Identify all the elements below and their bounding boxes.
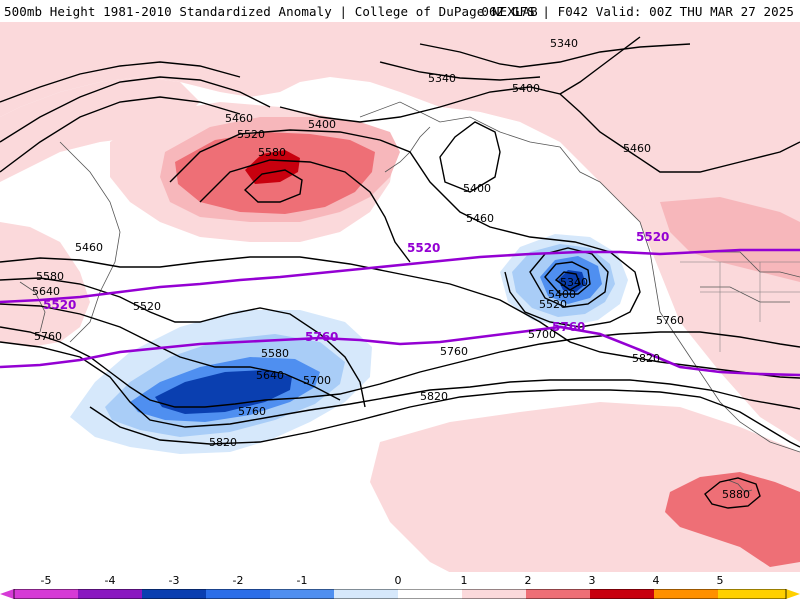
- positive-anomaly-north: [0, 22, 800, 442]
- thickness-label: 5520: [43, 298, 76, 312]
- negative-anomaly-trough-core: [155, 370, 292, 414]
- thickness-label: 5520: [407, 241, 440, 255]
- contour-label: 5400: [512, 82, 540, 95]
- contour-label: 5640: [256, 369, 284, 382]
- contour-label: 5520: [133, 300, 161, 313]
- colorbar-tick-label: 2: [524, 574, 532, 587]
- map-title: 500mb Height 1981-2010 Standardized Anom…: [4, 4, 538, 19]
- colorbar-tick-label: 5: [716, 574, 724, 587]
- colorbar-arrow-left: [0, 589, 14, 599]
- colorbar-tick-label: -1: [296, 574, 308, 587]
- colorbar-tick-label: 1: [460, 574, 468, 587]
- colorbar-swatch: [270, 589, 334, 599]
- model-run-info: 06Z GFS | F042 Valid: 00Z THU MAR 27 202…: [481, 4, 794, 19]
- colorbar-swatch: [526, 589, 590, 599]
- contour-label: 5520: [539, 298, 567, 311]
- colorbar-swatch: [142, 589, 206, 599]
- colorbar-swatches: [0, 589, 800, 599]
- contour-label: 5640: [32, 285, 60, 298]
- height-contour-labels: 5340 5340 5400 5400 5400 5400 5460 5460 …: [32, 37, 750, 501]
- contour-label: 5880: [722, 488, 750, 501]
- colorbar-swatch: [590, 589, 654, 599]
- colorbar-swatch: [654, 589, 718, 599]
- contour-label: 5460: [466, 212, 494, 225]
- colorbar-tick-label: -2: [232, 574, 244, 587]
- contour-label: 5700: [528, 328, 556, 341]
- contour-label: 5580: [258, 146, 286, 159]
- colorbar-tick-label: -3: [168, 574, 180, 587]
- positive-anomaly-subtropical: [370, 402, 800, 588]
- colorbar-swatch: [398, 589, 462, 599]
- map-svg: 5340 5340 5400 5400 5400 5400 5460 5460 …: [0, 22, 800, 588]
- thickness-contours: [0, 248, 800, 377]
- colorbar-swatch: [78, 589, 142, 599]
- positive-anomaly-bering-core: [245, 150, 300, 184]
- positive-anomaly-hawaii-strong: [665, 472, 800, 567]
- contour-label: 5460: [225, 112, 253, 125]
- contour-label: 5760: [440, 345, 468, 358]
- thickness-label: 5520: [636, 230, 669, 244]
- contour-label: 5760: [656, 314, 684, 327]
- colorbar-swatch: [718, 589, 786, 599]
- positive-anomaly-north-west: [0, 77, 200, 182]
- contour-label: 5400: [463, 182, 491, 195]
- contour-label: 5520: [237, 128, 265, 141]
- contour-label: 5340: [428, 72, 456, 85]
- anomaly-map: 5340 5340 5400 5400 5400 5400 5460 5460 …: [0, 22, 800, 588]
- colorbar-arrow-right: [786, 589, 800, 599]
- colorbar-swatch: [14, 589, 78, 599]
- contour-label: 5460: [75, 241, 103, 254]
- colorbar-tick-label: 4: [652, 574, 660, 587]
- header-bar: 500mb Height 1981-2010 Standardized Anom…: [0, 0, 800, 22]
- thickness-label: 5760: [552, 320, 585, 334]
- contour-label: 5760: [238, 405, 266, 418]
- thickness-label: 5760: [305, 330, 338, 344]
- contour-label: 5700: [303, 374, 331, 387]
- contour-label: 5400: [548, 288, 576, 301]
- colorbar-swatch: [462, 589, 526, 599]
- contour-label: 5820: [632, 352, 660, 365]
- anomaly-colorbar: -5 -4 -3 -2 -1 0 1 2 3 4 5: [0, 572, 800, 600]
- contour-label: 5340: [560, 276, 588, 289]
- coastlines: [19, 101, 800, 493]
- colorbar-swatch: [334, 589, 398, 599]
- state-borders: [680, 261, 800, 352]
- neutral-alaska-gap: [430, 107, 545, 197]
- contour-label: 5760: [34, 330, 62, 343]
- colorbar-tick-label: -5: [40, 574, 52, 587]
- colorbar-tick-label: -4: [104, 574, 116, 587]
- contour-label: 5400: [308, 118, 336, 131]
- colorbar-outline: [13, 589, 787, 599]
- height-contours: [0, 36, 800, 509]
- contour-label: 5580: [36, 270, 64, 283]
- positive-anomaly-japan: [0, 222, 90, 347]
- contour-label: 5460: [623, 142, 651, 155]
- contour-label: 5820: [209, 436, 237, 449]
- colorbar-tick-label: 3: [588, 574, 596, 587]
- thickness-contour-labels: 5520 5520 5520 5760 5760: [43, 230, 669, 344]
- contour-label: 5820: [420, 390, 448, 403]
- contour-label: 5340: [550, 37, 578, 50]
- positive-anomaly-west-us-inner: [660, 197, 800, 282]
- colorbar-tick-label: 0: [394, 574, 402, 587]
- contour-label: 5580: [261, 347, 289, 360]
- colorbar-swatch: [206, 589, 270, 599]
